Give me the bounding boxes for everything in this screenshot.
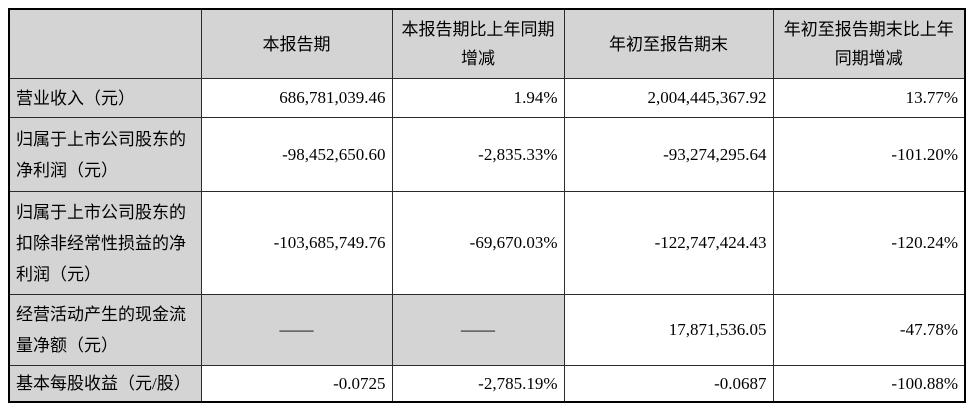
row-label: 基本每股收益（元/股） [8,365,202,403]
table-cell: -98,452,650.60 [200,117,393,192]
header-corner-cell [8,8,202,79]
table-cell: -93,274,295.64 [563,117,774,192]
table-row-operating-cash-flow: 经营活动产生的现金流量净额（元） —— —— 17,871,536.05 -47… [8,294,966,366]
table-cell: 686,781,039.46 [200,78,393,118]
row-label: 归属于上市公司股东的扣除非经常性损益的净利润（元） [8,191,202,295]
row-label: 营业收入（元） [8,78,202,118]
table-cell: -100.88% [772,365,966,403]
header-ytd-yoy: 年初至报告期末比上年同期增减 [772,8,966,79]
table-cell: -122,747,424.43 [563,191,774,295]
table-row-basic-eps: 基本每股收益（元/股） -0.0725 -2,785.19% -0.0687 -… [8,365,966,403]
header-row: 本报告期 本报告期比上年同期增减 年初至报告期末 年初至报告期末比上年同期增减 [8,8,966,79]
table-cell: -120.24% [772,191,966,295]
table-cell: -0.0725 [200,365,393,403]
row-label: 归属于上市公司股东的净利润（元） [8,117,202,192]
table-cell: 17,871,536.05 [563,294,774,366]
table-cell-dash: —— [391,294,565,366]
table-cell: 2,004,445,367.92 [563,78,774,118]
table-cell: -101.20% [772,117,966,192]
table-cell-dash: —— [200,294,393,366]
row-label: 经营活动产生的现金流量净额（元） [8,294,202,366]
table-cell: 1.94% [391,78,565,118]
table-cell: -2,785.19% [391,365,565,403]
header-ytd: 年初至报告期末 [563,8,774,79]
table-cell: -2,835.33% [391,117,565,192]
table-row-net-profit: 归属于上市公司股东的净利润（元） -98,452,650.60 -2,835.3… [8,117,966,192]
table-row-net-profit-deducted: 归属于上市公司股东的扣除非经常性损益的净利润（元） -103,685,749.7… [8,191,966,295]
header-current-period: 本报告期 [200,8,393,79]
table-cell: -47.78% [772,294,966,366]
table-cell: -0.0687 [563,365,774,403]
table-cell: -69,670.03% [391,191,565,295]
table-cell: -103,685,749.76 [200,191,393,295]
table-row-revenue: 营业收入（元） 686,781,039.46 1.94% 2,004,445,3… [8,78,966,118]
financial-summary-table: 本报告期 本报告期比上年同期增减 年初至报告期末 年初至报告期末比上年同期增减 … [8,8,966,403]
header-current-period-yoy: 本报告期比上年同期增减 [391,8,565,79]
table-cell: 13.77% [772,78,966,118]
